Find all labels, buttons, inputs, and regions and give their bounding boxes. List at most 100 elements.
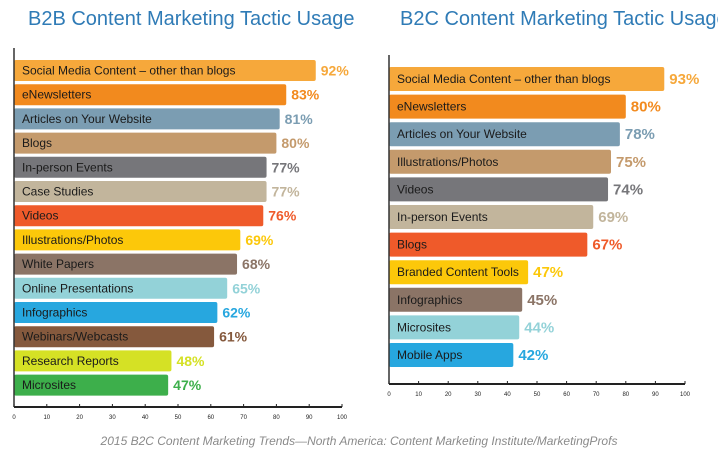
bar xyxy=(14,326,215,348)
bar xyxy=(389,149,611,174)
bar-value-label: 80% xyxy=(281,135,310,151)
x-tick-label: 40 xyxy=(504,392,511,398)
b2b-chart: Social Media Content – other than blogs 9… xyxy=(12,48,349,421)
x-tick-label: 90 xyxy=(652,392,659,398)
bar xyxy=(389,67,665,91)
bar-category-label: Infographics xyxy=(22,306,87,320)
x-tick-label: 30 xyxy=(109,415,116,421)
bar-category-label: Articles on Your Website xyxy=(397,127,527,141)
bar-category-label: Webinars/Webcasts xyxy=(22,330,128,344)
bar-value-label: 77% xyxy=(272,159,301,175)
bar xyxy=(14,108,280,130)
x-tick-label: 80 xyxy=(273,415,280,421)
bar-value-label: 45% xyxy=(527,292,557,309)
x-tick-label: 0 xyxy=(12,415,16,421)
bar-value-label: 47% xyxy=(533,264,563,281)
bar xyxy=(389,287,523,312)
bar xyxy=(14,253,238,275)
bar xyxy=(389,232,588,257)
bar xyxy=(14,60,316,81)
bar-category-label: Case Studies xyxy=(22,185,93,199)
bar xyxy=(14,350,172,372)
bar xyxy=(14,277,228,299)
bar-category-label: Microsites xyxy=(22,378,76,392)
bar-category-label: eNewsletters xyxy=(397,100,466,114)
b2c-chart: Social Media Content – other than blogs 9… xyxy=(387,55,699,398)
bar xyxy=(14,374,169,396)
x-tick-label: 50 xyxy=(534,392,541,398)
bar-category-label: Mobile Apps xyxy=(397,348,462,362)
bar-category-label: Social Media Content – other than blogs xyxy=(397,72,610,86)
bar xyxy=(389,315,520,340)
bar-category-label: In-person Events xyxy=(397,210,488,224)
x-tick-label: 70 xyxy=(593,392,600,398)
bar-category-label: Blogs xyxy=(397,238,427,252)
bar-category-label: Microsites xyxy=(397,320,451,334)
x-tick-label: 100 xyxy=(680,392,691,398)
x-tick-label: 100 xyxy=(337,415,348,421)
b2c-chart-title: B2C Content Marketing Tactic Usage xyxy=(400,8,718,30)
bar-category-label: Online Presentations xyxy=(22,281,133,295)
bar-category-label: Videos xyxy=(22,209,58,223)
bar-category-label: Infographics xyxy=(397,293,462,307)
bar-value-label: 69% xyxy=(245,232,274,248)
b2b-chart-title: B2B Content Marketing Tactic Usage xyxy=(28,8,355,30)
bar-value-label: 61% xyxy=(219,329,248,345)
bar-category-label: Articles on Your Website xyxy=(22,112,152,126)
bar-category-label: Illustrations/Photos xyxy=(397,155,498,169)
x-tick-label: 20 xyxy=(445,392,452,398)
bar-value-label: 83% xyxy=(291,87,320,103)
bar-value-label: 68% xyxy=(242,256,271,272)
x-tick-label: 20 xyxy=(76,415,83,421)
bar-value-label: 78% xyxy=(625,126,655,143)
bar-value-label: 67% xyxy=(592,237,622,254)
x-tick-label: 50 xyxy=(175,415,182,421)
x-tick-label: 80 xyxy=(622,392,629,398)
bar-category-label: Social Media Content – other than blogs xyxy=(22,64,235,78)
bar xyxy=(14,84,287,106)
x-tick-label: 30 xyxy=(474,392,481,398)
bar xyxy=(14,132,277,154)
bar xyxy=(389,94,626,119)
x-tick-label: 40 xyxy=(142,415,149,421)
bar-value-label: 42% xyxy=(518,347,548,364)
bar xyxy=(14,156,267,178)
bar-value-label: 74% xyxy=(613,181,643,198)
x-tick-label: 10 xyxy=(415,392,422,398)
bar-category-label: Blogs xyxy=(22,136,52,150)
bar-category-label: Branded Content Tools xyxy=(397,265,519,279)
bar xyxy=(389,177,609,202)
bar-category-label: Research Reports xyxy=(22,354,119,368)
bar xyxy=(14,302,218,323)
bar xyxy=(389,343,514,367)
bar-category-label: Illustrations/Photos xyxy=(22,233,123,247)
bar-category-label: White Papers xyxy=(22,257,94,271)
bar-value-label: 80% xyxy=(631,99,661,116)
bar-value-label: 44% xyxy=(524,319,554,336)
x-tick-label: 70 xyxy=(240,415,247,421)
bar xyxy=(14,229,241,251)
bar-value-label: 93% xyxy=(669,71,699,88)
bar-value-label: 77% xyxy=(272,184,301,200)
bar-value-label: 75% xyxy=(616,154,646,171)
bar-value-label: 69% xyxy=(598,209,628,226)
x-tick-label: 60 xyxy=(207,415,214,421)
bar-value-label: 48% xyxy=(176,353,205,369)
bar-category-label: Videos xyxy=(397,182,433,196)
x-tick-label: 90 xyxy=(306,415,313,421)
bar-value-label: 81% xyxy=(285,111,314,127)
bar-value-label: 65% xyxy=(232,280,261,296)
x-tick-label: 60 xyxy=(563,392,570,398)
bar xyxy=(389,122,620,147)
bar xyxy=(389,260,529,285)
x-tick-label: 0 xyxy=(387,392,391,398)
x-tick-label: 10 xyxy=(43,415,50,421)
bar-value-label: 47% xyxy=(173,377,202,393)
bar xyxy=(14,181,267,202)
bar xyxy=(389,205,594,229)
bar xyxy=(14,205,264,227)
bar-value-label: 76% xyxy=(268,208,297,224)
bar-value-label: 62% xyxy=(222,305,251,321)
source-footer: 2015 B2C Content Marketing Trends—North … xyxy=(100,434,618,448)
